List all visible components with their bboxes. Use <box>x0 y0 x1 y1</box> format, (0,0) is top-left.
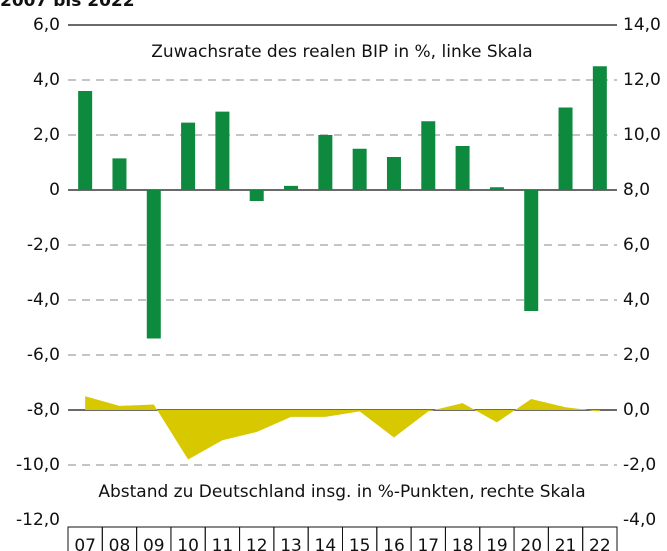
x-tick-label: 12 <box>246 536 268 551</box>
y-tick-label: -8,0 <box>27 400 60 420</box>
y-tick-label: -4,0 <box>27 290 60 310</box>
y-tick-label: 2,0 <box>33 125 60 145</box>
annotation: Zuwachsrate des realen BIP in %, linke S… <box>151 42 532 62</box>
y-tick-label: -10,0 <box>16 455 60 475</box>
y2-tick-label: 2,0 <box>623 345 650 365</box>
bar <box>352 148 367 190</box>
bar <box>181 122 196 190</box>
x-tick-label: 18 <box>452 536 474 551</box>
y-tick-label: 6,0 <box>33 15 60 35</box>
bar <box>112 158 127 190</box>
bar <box>524 190 539 311</box>
x-tick-label: 21 <box>555 536 577 551</box>
bar <box>318 135 333 190</box>
bar <box>78 91 93 190</box>
y-tick-label: -2,0 <box>27 235 60 255</box>
x-tick-label: 15 <box>349 536 371 551</box>
bar <box>386 157 401 190</box>
x-tick-label: 16 <box>383 536 405 551</box>
x-tick-label: 19 <box>486 536 508 551</box>
chart-title: 2007 bis 2022 <box>0 0 135 11</box>
y2-tick-label: 4,0 <box>623 290 650 310</box>
y-tick-label: 4,0 <box>33 70 60 90</box>
y2-tick-label: 8,0 <box>623 180 650 200</box>
bar <box>558 107 573 190</box>
bar <box>215 111 230 190</box>
x-tick-label: 22 <box>589 536 611 551</box>
x-tick-label: 07 <box>74 536 96 551</box>
bar <box>421 121 436 190</box>
y2-tick-label: 12,0 <box>623 70 661 90</box>
y2-tick-label: -2,0 <box>623 455 656 475</box>
area <box>85 396 600 460</box>
x-tick-label: 14 <box>315 536 337 551</box>
category-box <box>582 526 618 551</box>
annotation: Abstand zu Deutschland insg. in %-Punkte… <box>98 482 585 502</box>
x-tick-label: 09 <box>143 536 165 551</box>
x-tick-label: 20 <box>520 536 542 551</box>
x-tick-label: 08 <box>109 536 131 551</box>
bar <box>455 146 470 190</box>
y2-tick-label: 10,0 <box>623 125 661 145</box>
bar <box>489 187 504 190</box>
x-tick-label: 10 <box>177 536 199 551</box>
y-tick-label: -6,0 <box>27 345 60 365</box>
y2-tick-label: 6,0 <box>623 235 650 255</box>
bar <box>249 190 264 201</box>
y2-tick-label: -4,0 <box>623 510 656 530</box>
y2-tick-label: 14,0 <box>623 15 661 35</box>
y2-tick-label: 0,0 <box>623 400 650 420</box>
bar <box>592 66 607 190</box>
x-tick-label: 13 <box>280 536 302 551</box>
bar <box>146 190 161 339</box>
x-tick-label: 17 <box>417 536 439 551</box>
y-tick-label: -12,0 <box>16 510 60 530</box>
y-tick-label: 0 <box>49 180 60 200</box>
bar <box>284 185 299 190</box>
x-tick-label: 11 <box>212 536 234 551</box>
